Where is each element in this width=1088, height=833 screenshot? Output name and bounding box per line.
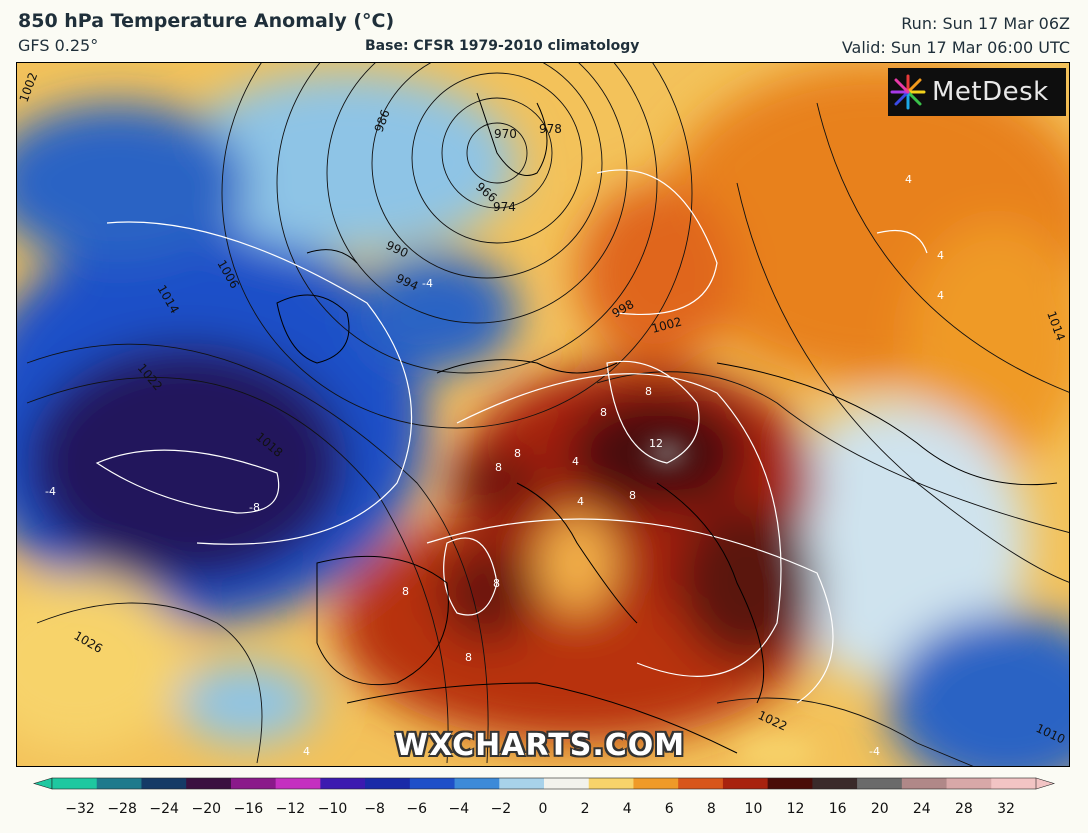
colorbar-tick-label: −10	[318, 801, 348, 817]
colorbar-swatch	[946, 778, 992, 789]
watermark: WXCHARTS.COM	[395, 728, 686, 763]
colorbar-tick-label: −24	[149, 801, 179, 817]
isobars	[26, 63, 1069, 766]
colorbar-swatch	[230, 778, 277, 789]
colorbar-tick-label: 28	[955, 801, 973, 817]
colorbar-swatch	[857, 778, 903, 789]
colorbar-swatch	[991, 778, 1037, 789]
valid-label: Valid: Sun 17 Mar 06:00 UTC	[841, 38, 1070, 57]
colorbar-tick-label: −16	[234, 801, 264, 817]
colorbar-swatch	[320, 778, 366, 789]
colorbar-swatch	[633, 778, 679, 789]
anomaly-label: 8	[465, 651, 472, 664]
colorbar-tick-label: 4	[623, 801, 632, 817]
anomaly-label: 8	[493, 577, 500, 590]
colorbar-swatch	[96, 778, 142, 789]
anomaly-label: 12	[649, 437, 663, 450]
colorbar-tick-label: −6	[406, 801, 427, 817]
colorbar-tick-label: 0	[539, 801, 548, 817]
anomaly-label: 4	[572, 455, 579, 468]
map-canvas: 1002 986 978 970 966 974 990 994 998 100…	[17, 63, 1069, 766]
metdesk-logo: MetDesk	[888, 68, 1066, 116]
colorbar-tick-label: −12	[276, 801, 306, 817]
colorbar-swatch	[678, 778, 724, 789]
anomaly-contours	[95, 169, 928, 704]
anomaly-label: 8	[514, 447, 521, 460]
colorbar-swatch	[499, 778, 545, 789]
anomaly-label: 8	[600, 406, 607, 419]
colorbar-swatch	[901, 778, 948, 789]
colorbar-tick-label: −4	[448, 801, 469, 817]
colorbar-swatch	[186, 778, 232, 789]
colorbar-arrow-right	[1035, 777, 1056, 790]
anomaly-label: 8	[645, 385, 652, 398]
coastlines	[276, 92, 1058, 754]
colorbar-swatch	[275, 778, 321, 789]
anomaly-field	[17, 63, 1069, 766]
anomaly-label: 4	[577, 495, 584, 508]
logo-text: MetDesk	[932, 77, 1049, 107]
anomaly-label: 4	[937, 289, 944, 302]
anomaly-label: 8	[402, 585, 409, 598]
colorbar-tick-label: −8	[364, 801, 385, 817]
anomaly-label: -4	[869, 745, 880, 758]
colorbar-tick-label: 6	[665, 801, 674, 817]
anomaly-label: 8	[495, 461, 502, 474]
isobar-label: 970	[494, 127, 517, 141]
colorbar-swatch	[409, 778, 456, 789]
anomaly-label-group: -4 -4 -8 4 4 4 8 8 12 8 8 8 8 8 8 4 4 4 …	[45, 173, 944, 758]
colorbar-tick-label: 2	[581, 801, 590, 817]
metdesk-burst-icon	[890, 74, 926, 110]
anomaly-label: 4	[905, 173, 912, 186]
colorbar-tick-label: −32	[65, 801, 95, 817]
colorbar-tick-label: 8	[707, 801, 716, 817]
colorbar-tick-label: 10	[745, 801, 763, 817]
colorbar-swatch	[454, 778, 500, 789]
anomaly-label: -4	[422, 277, 433, 290]
colorbar-tick-label: 20	[871, 801, 889, 817]
anomaly-label: -4	[45, 485, 56, 498]
colorbar-swatch	[544, 778, 590, 789]
colorbar-outline	[51, 777, 1037, 790]
colorbar-tick-label: 24	[913, 801, 931, 817]
colorbar-swatch	[767, 778, 813, 789]
chart-title: 850 hPa Temperature Anomaly (°C)	[18, 10, 395, 32]
anomaly-label: 4	[303, 745, 310, 758]
colorbar: −32 −28 −24 −20 −16 −12 −10 −8 −6 −4 −2 0 2 4 6 8 10 12 16…	[32, 777, 1056, 817]
colorbar-arrow-left	[32, 777, 53, 790]
anomaly-label: 8	[629, 489, 636, 502]
model-label: GFS 0.25°	[18, 36, 99, 55]
colorbar-ticks: −32 −28 −24 −20 −16 −12 −10 −8 −6 −4 −2 0 2 4 6 8 10 12 16…	[65, 801, 1015, 817]
colorbar-tick-label: 12	[787, 801, 805, 817]
colorbar-tick-label: 32	[997, 801, 1015, 817]
isobar-label: 974	[493, 200, 516, 214]
colorbar-tick-label: −2	[491, 801, 512, 817]
colorbar-swatch	[588, 778, 634, 789]
anomaly-map: 1002 986 978 970 966 974 990 994 998 100…	[16, 62, 1070, 767]
isobar-label: 978	[539, 122, 562, 136]
colorbar-swatch	[52, 778, 98, 789]
anomaly-label: 4	[937, 249, 944, 262]
base-label: Base: CFSR 1979-2010 climatology	[365, 38, 640, 54]
colorbar-blocks	[32, 777, 1056, 790]
colorbar-tick-label: 16	[829, 801, 847, 817]
anomaly-label: -8	[249, 501, 260, 514]
run-label: Run: Sun 17 Mar 06Z	[901, 14, 1070, 33]
colorbar-swatch	[141, 778, 187, 789]
colorbar-tick-label: −28	[107, 801, 137, 817]
colorbar-swatch	[812, 778, 858, 789]
colorbar-swatch	[722, 778, 769, 789]
colorbar-tick-label: −20	[191, 801, 221, 817]
colorbar-swatch	[365, 778, 411, 789]
